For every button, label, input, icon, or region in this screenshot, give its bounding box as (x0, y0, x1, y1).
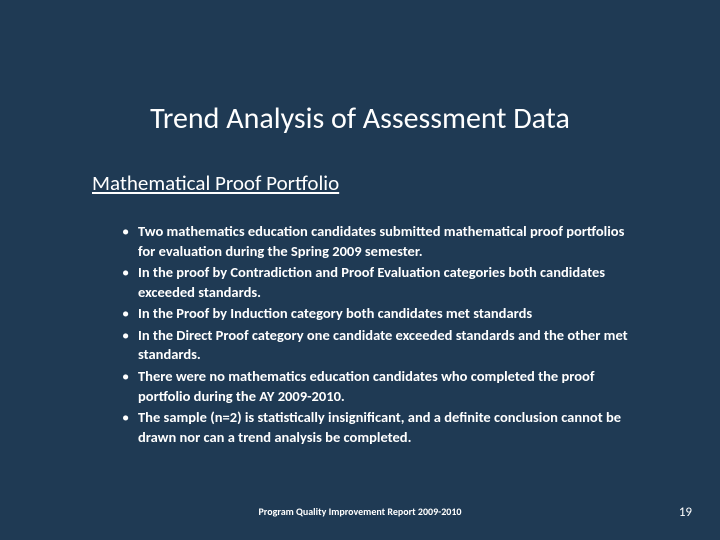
bullet-item: In the Proof by Induction category both … (120, 304, 630, 324)
bullet-item: There were no mathematics education cand… (120, 367, 630, 406)
bullet-item: In the proof by Contradiction and Proof … (120, 263, 630, 302)
footer-text: Program Quality Improvement Report 2009-… (0, 505, 720, 518)
bullet-list: Two mathematics education candidates sub… (120, 222, 630, 449)
bullet-item: Two mathematics education candidates sub… (120, 222, 630, 261)
bullet-item: In the Direct Proof category one candida… (120, 326, 630, 365)
bullet-item: The sample (n=2) is statistically insign… (120, 408, 630, 447)
slide-title: Trend Analysis of Assessment Data (0, 100, 720, 137)
page-number: 19 (679, 505, 692, 520)
slide-subtitle: Mathematical Proof Portfolio (92, 170, 339, 196)
